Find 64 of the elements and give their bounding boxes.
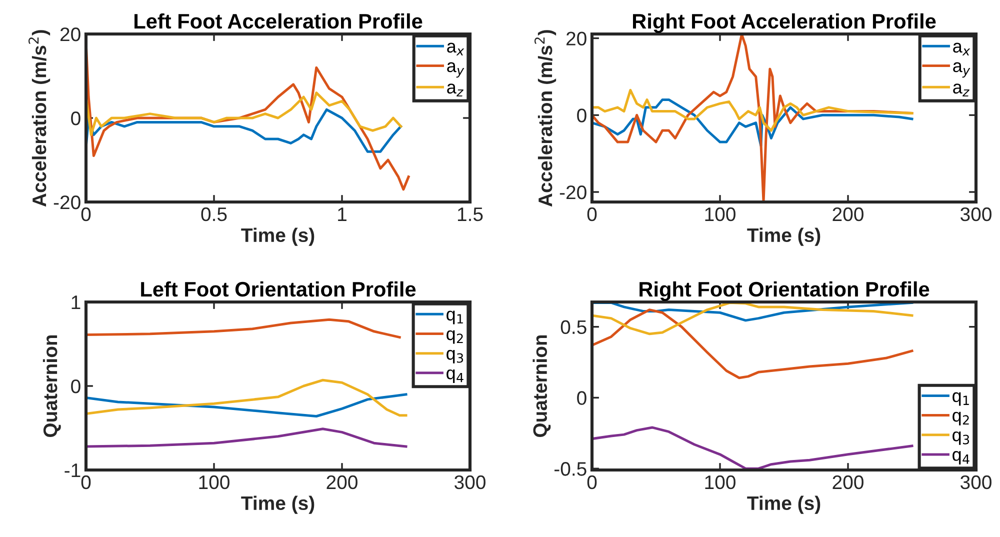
chart-title: Left Foot Acceleration Profile — [134, 13, 422, 29]
x-axis-title: Time (s) — [747, 228, 820, 246]
legend-label: q$_{4}$ — [952, 451, 970, 465]
chart-title: Right Foot Orientation Profile — [640, 281, 930, 301]
x-axis-title: Time (s) — [241, 496, 314, 514]
x-axis-title: Time (s) — [747, 496, 820, 514]
x-tick-label: 0 — [587, 475, 597, 490]
line-series — [86, 318, 401, 339]
y-tick-label: -1 — [64, 464, 80, 478]
legend-label: q$_{3}$ — [446, 350, 464, 364]
y-axis-title: Acceleration (m/s$^{2}$) — [534, 30, 556, 207]
y-axis-title: Quaternion — [42, 335, 61, 438]
x-tick-label: 100 — [199, 475, 230, 490]
y-tick-label: 0 — [71, 111, 80, 126]
legend-label: q$_{1}$ — [446, 310, 463, 324]
legend-label: q$_{2}$ — [446, 330, 463, 344]
line-series — [86, 108, 402, 153]
y-tick-label: 1 — [72, 296, 80, 310]
line-series — [592, 308, 914, 380]
line-series — [86, 393, 408, 418]
x-tick-label: 100 — [705, 207, 736, 222]
legend-label: q$_{2}$ — [952, 412, 969, 426]
chart-title: Left Foot Orientation Profile — [141, 281, 416, 297]
legend-label: a$_{z}$ — [953, 84, 970, 96]
y-tick-label: 0 — [577, 108, 586, 122]
line-series — [592, 302, 914, 336]
x-tick-label: 0.5 — [201, 207, 227, 222]
x-tick-label: 200 — [326, 475, 358, 490]
y-tick-label: -0.5 — [554, 462, 586, 476]
legend-label: a$_{y}$ — [447, 62, 464, 78]
x-tick-label: 1.5 — [458, 208, 483, 222]
legend-label: a$_{y}$ — [953, 62, 970, 78]
y-tick-label: -20 — [54, 195, 80, 210]
x-tick-label: 0 — [81, 207, 91, 222]
line-series — [86, 428, 408, 448]
legend-label: a$_{x}$ — [953, 42, 970, 56]
x-tick-label: 1 — [338, 208, 346, 221]
y-tick-label: 20 — [566, 32, 586, 46]
legend-label: q$_{3}$ — [952, 431, 970, 445]
legend-label: a$_{z}$ — [447, 84, 464, 96]
y-tick-label: -20 — [560, 185, 586, 200]
y-tick-label: 0 — [577, 391, 586, 405]
y-axis-title: Acceleration (m/s$^{2}$) — [28, 30, 50, 207]
legend-label: a$_{x}$ — [447, 42, 464, 56]
legend-label: q$_{1}$ — [952, 392, 969, 406]
y-axis-title: Quaternion — [532, 335, 551, 438]
line-series — [592, 426, 914, 470]
y-tick-label: 20 — [60, 27, 80, 42]
x-tick-label: 300 — [960, 207, 992, 222]
y-tick-label: 0.5 — [560, 320, 586, 334]
x-tick-label: 0 — [81, 475, 91, 490]
x-tick-label: 0 — [587, 207, 597, 222]
x-tick-label: 300 — [960, 475, 992, 490]
line-series — [592, 88, 914, 132]
chart-title: Right Foot Acceleration Profile — [633, 13, 936, 33]
x-tick-label: 100 — [705, 475, 736, 490]
x-tick-label: 300 — [454, 475, 486, 490]
line-series — [86, 92, 402, 136]
line-series — [86, 378, 408, 417]
x-axis-title: Time (s) — [241, 228, 314, 246]
x-tick-label: 200 — [832, 207, 864, 222]
x-tick-label: 200 — [832, 475, 864, 490]
y-tick-label: 0 — [71, 379, 80, 394]
legend-label: q$_{4}$ — [446, 370, 464, 383]
